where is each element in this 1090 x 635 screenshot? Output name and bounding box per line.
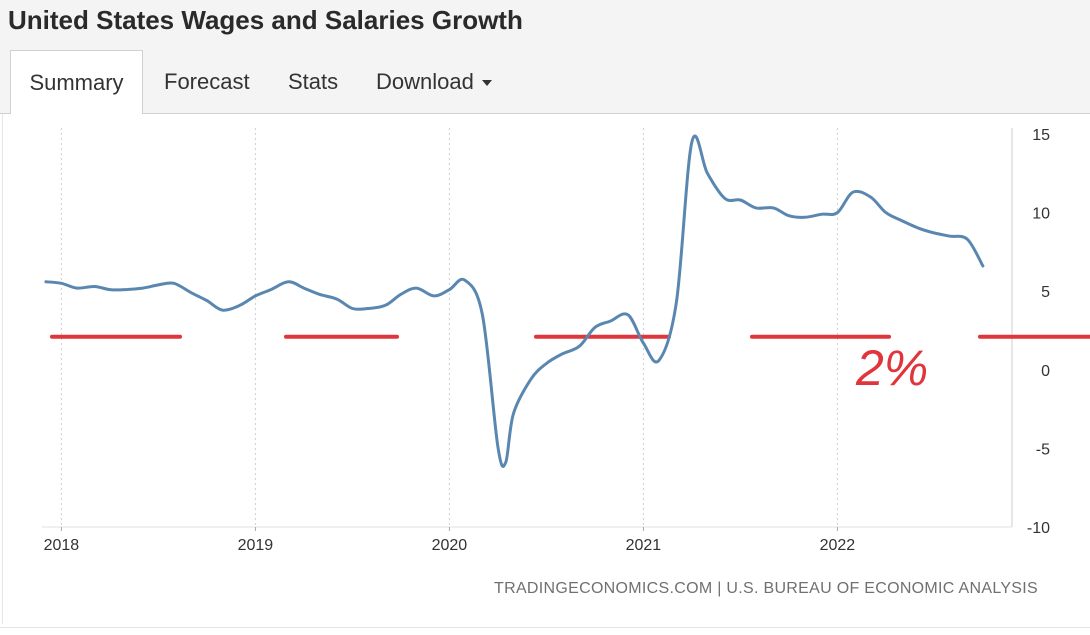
bottom-divider — [0, 627, 1090, 628]
y-tick-label: 5 — [1041, 284, 1050, 301]
tab-summary[interactable]: Summary — [10, 50, 143, 114]
x-tick-label: 2020 — [432, 537, 468, 554]
series-line — [44, 134, 985, 469]
x-tick-label: 2018 — [44, 537, 80, 554]
tab-stats[interactable]: Stats — [288, 50, 338, 113]
x-tick-label: 2019 — [238, 537, 274, 554]
y-tick-label: 10 — [1032, 206, 1050, 223]
tab-forecast[interactable]: Forecast — [164, 50, 250, 113]
x-tick-label: 2022 — [820, 537, 856, 554]
page-title: United States Wages and Salaries Growth — [8, 5, 523, 35]
frame-left-border — [2, 114, 3, 624]
title-bar: United States Wages and Salaries Growth — [0, 0, 1090, 51]
tab-summary-label: Summary — [29, 70, 124, 95]
tab-bar: Summary Forecast Stats Download — [0, 50, 1090, 114]
y-tick-label: 15 — [1032, 127, 1050, 144]
tab-download-label: Download — [376, 69, 474, 94]
line-chart: 15 10 5 0 -5 -10 2018 2019 2020 2021 2022 2% — [42, 127, 1090, 554]
chevron-down-icon — [481, 80, 492, 87]
tab-download[interactable]: Download — [376, 50, 492, 113]
y-tick-label: -10 — [1027, 520, 1050, 537]
chart-container: 15 10 5 0 -5 -10 2018 2019 2020 2021 2022 2% TRADIN… — [0, 114, 1090, 630]
tab-stats-label: Stats — [288, 69, 339, 94]
y-tick-label: 0 — [1041, 363, 1050, 380]
source-attribution: TRADINGECONOMICS.COM | U.S. BUREAU OF EC… — [494, 580, 1038, 597]
x-tick-label: 2021 — [626, 537, 662, 554]
tab-forecast-label: Forecast — [164, 69, 250, 94]
y-tick-label: -5 — [1036, 441, 1050, 458]
reference-label: 2% — [855, 340, 928, 396]
